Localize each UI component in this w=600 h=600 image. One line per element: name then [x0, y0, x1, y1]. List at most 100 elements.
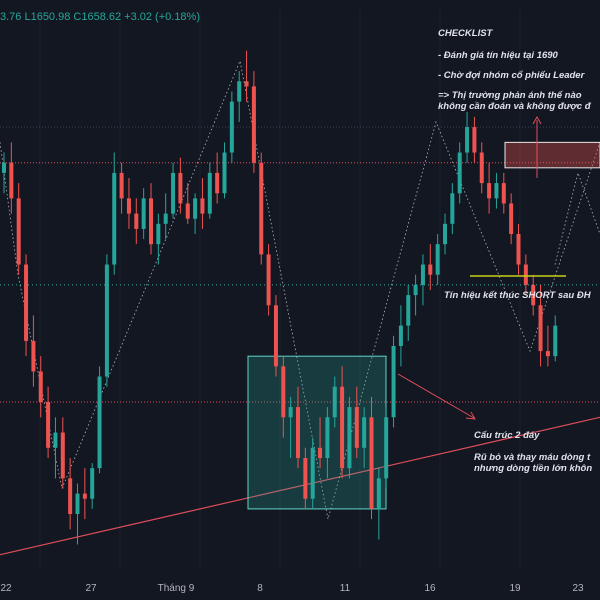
candle-body [303, 458, 308, 499]
candle-body [457, 152, 462, 194]
candle-body [428, 264, 433, 275]
candle-body [472, 127, 477, 153]
candle-body [376, 478, 381, 509]
candle-body [251, 86, 256, 163]
candle [369, 396, 374, 520]
candle-body [501, 183, 506, 204]
candle-body [222, 152, 227, 194]
candle [46, 386, 51, 458]
x-tick-label: 23 [572, 583, 584, 594]
candle [24, 254, 29, 357]
candle [362, 407, 367, 469]
x-axis: 22 27 Tháng 9 8 11 16 19 23 [0, 583, 584, 594]
candle-body [391, 346, 396, 418]
candle [347, 396, 352, 479]
candle-body [126, 198, 131, 214]
candle [207, 162, 212, 219]
candle [428, 244, 433, 290]
candle-body [237, 81, 242, 102]
candle-body [281, 366, 286, 418]
candle [244, 50, 249, 102]
candle [60, 417, 65, 489]
candle [310, 437, 315, 509]
candles [2, 50, 558, 545]
candle [178, 157, 183, 214]
candle-body [523, 264, 528, 285]
candle-body [178, 172, 183, 204]
candle-body [538, 305, 543, 352]
candle-body [16, 198, 21, 265]
candle [31, 315, 36, 387]
candle [185, 183, 190, 224]
candle-body [435, 244, 440, 275]
candle [68, 458, 73, 530]
candle [494, 172, 499, 209]
candle-body [413, 284, 418, 296]
candle [149, 183, 153, 255]
candle [391, 335, 396, 428]
candle [82, 468, 87, 520]
x-tick-label: 19 [509, 583, 521, 594]
checklist-item: - Chờ đợi nhóm cổ phiếu Leader [438, 70, 585, 81]
candle-body [207, 172, 212, 214]
candle [171, 162, 176, 219]
drawing-lines [0, 59, 600, 556]
trend-line [0, 416, 600, 556]
x-tick-label: 8 [257, 583, 263, 594]
candle-body [545, 351, 550, 357]
candle [457, 142, 462, 204]
candle-body [31, 340, 36, 372]
candle [340, 366, 345, 479]
candle-body [90, 468, 95, 499]
structure-title: Cấu trúc 2 đáy [474, 430, 540, 441]
candle-body [516, 234, 521, 265]
candle-body [406, 295, 411, 326]
candle-body [119, 172, 124, 199]
candle [325, 407, 330, 479]
candle-body [60, 432, 65, 479]
candle [251, 71, 256, 173]
candle [38, 356, 43, 418]
structure-line: Rũ bỏ và thay máu dòng t [474, 452, 591, 463]
candle-body [185, 203, 190, 219]
candle-body [273, 305, 278, 367]
candle-body [443, 223, 447, 245]
candle-body [296, 407, 300, 458]
candle-body [266, 254, 271, 306]
candle [531, 274, 536, 316]
candle-body [509, 203, 514, 234]
candle [9, 142, 14, 214]
candle [406, 284, 411, 341]
candle [384, 407, 389, 489]
wave-path [0, 59, 600, 520]
candle-body [347, 407, 352, 469]
structure-line: nhưng dòng tiền lớn khôn [474, 463, 593, 474]
candle [376, 468, 381, 540]
candle-body [244, 81, 249, 87]
candle-body [2, 162, 6, 173]
down-arrow-line [397, 373, 475, 419]
candle-body [553, 325, 558, 357]
candle-body [479, 152, 484, 184]
candle [332, 376, 337, 428]
candle [435, 234, 440, 285]
ohlc-readout: 3.76 L1650.98 C1658.62 +3.02 (+0.18%) [0, 11, 200, 23]
candle-body [420, 264, 425, 285]
candle-body [450, 193, 455, 224]
candle-body [24, 264, 29, 341]
candle [53, 417, 58, 479]
x-tick-label: 11 [340, 583, 351, 594]
candle-body [384, 417, 389, 479]
candle [443, 213, 447, 255]
candle [112, 152, 117, 275]
candle [472, 116, 477, 163]
grid [39, 10, 521, 570]
candle-body [494, 183, 499, 199]
candle-body [82, 493, 87, 499]
checklist-item: - Đánh giá tín hiệu tại 1690 [438, 50, 558, 61]
candle-body [156, 223, 161, 245]
candle [266, 244, 271, 316]
x-tick-label: 16 [424, 583, 436, 594]
